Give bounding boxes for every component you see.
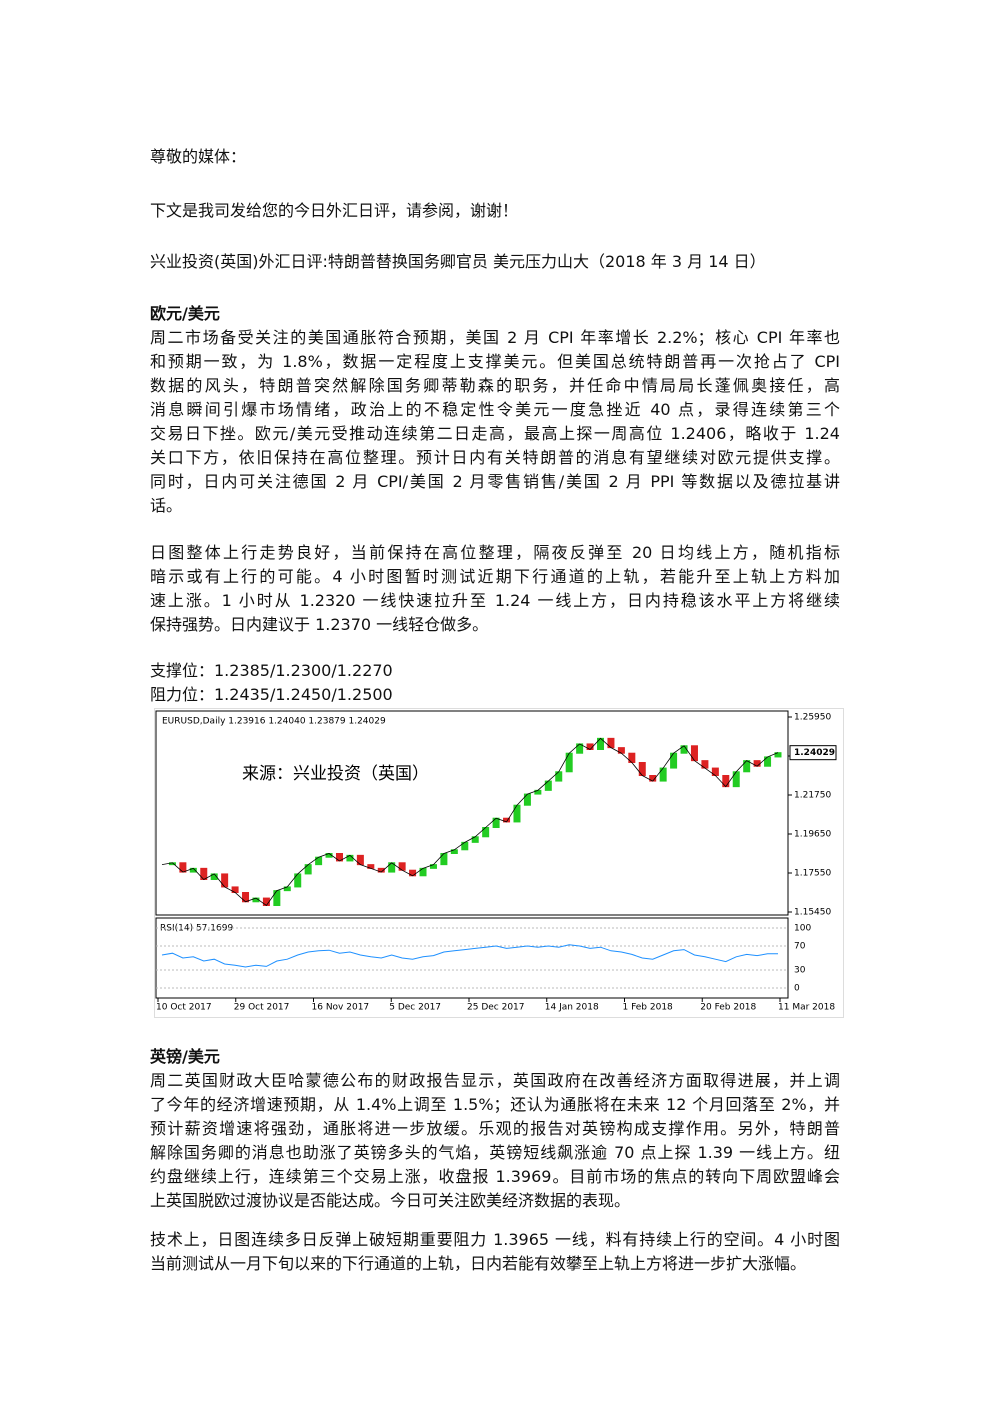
text-line: 兴业投资(英国)外汇日评:特朗普替换国务卿官员 美元压力山大（2018 年 3 … — [150, 252, 766, 271]
text-line: 速上涨。1 小时从 1.2320 一线快速拉升至 1.24 一线上方，日内持稳该… — [150, 591, 840, 610]
candle — [221, 873, 229, 888]
chart-frame — [154, 708, 844, 1018]
rsi-tick-label: 70 — [794, 942, 806, 952]
text-line: 解除国务卿的消息也助涨了英镑多头的气焰，英镑短线飙涨逾 70 点上探 1.39 … — [150, 1143, 840, 1162]
rsi-panel — [155, 917, 789, 999]
text-line: 上英国脱欧过渡协议是否能达成。今日可关注欧美经济数据的表现。 — [150, 1191, 631, 1210]
candle — [513, 804, 521, 823]
x-tick-label: 11 Mar 2018 — [778, 1003, 835, 1013]
text-line: 消息瞬间引爆市场情绪，政治上的不稳定性令美元一度急挫近 40 点，录得连续第三个 — [150, 400, 840, 419]
candle — [294, 873, 302, 888]
text-line: 数据的风头，特朗普突然解除国务卿蒂勒森的职务，并任命中情局局长蓬佩奥接任，高 — [150, 376, 840, 395]
candle — [670, 752, 678, 769]
text-line: 支撑位：1.2385/1.2300/1.2270 — [150, 661, 393, 680]
x-tick-label: 1 Feb 2018 — [623, 1003, 674, 1013]
candle — [732, 771, 740, 788]
text-line: 同时，日内可关注德国 2 月 CPI/美国 2 月零售销售/美国 2 月 PPI… — [150, 472, 840, 491]
x-tick-label: 29 Oct 2017 — [234, 1003, 290, 1013]
text-line: 交易日下挫。欧元/美元受推动连续第二日走高，最高上探一周高位 1.2406，略收… — [150, 424, 840, 443]
chart-header: EURUSD,Daily 1.23916 1.24040 1.23879 1.2… — [162, 717, 386, 727]
y-tick-label: 1.21750 — [794, 791, 831, 801]
text-line: 约盘继续上行，连续第三个交易上涨，收盘报 1.3969。目前市场的焦点的转向下周… — [150, 1167, 840, 1186]
candle — [659, 767, 667, 782]
y-tick-label: 1.17550 — [794, 869, 831, 879]
candle — [638, 762, 646, 776]
text-line: 暗示或有上行的可能。4 小时图暂时测试近期下行通道的上轨，若能升至上轨上方料加 — [150, 567, 840, 586]
text-line: 话。 — [150, 496, 183, 515]
text-line: 周二市场备受关注的美国通胀符合预期，美国 2 月 CPI 年率增长 2.2%；核… — [150, 328, 840, 347]
text-line: 和预期一致，为 1.8%，数据一定程度上支撑美元。但美国总统特朗普再一次抢占了 … — [150, 352, 840, 371]
text-line: 下文是我司发给您的今日外汇日评，请参阅，谢谢！ — [150, 201, 519, 220]
text-line: 当前测试从一月下旬以来的下行通道的上轨，日内若能有效攀至上轨上方将进一步扩大涨幅… — [150, 1254, 807, 1273]
candle — [273, 890, 281, 906]
watermark: 来源：兴业投资（英国） — [242, 764, 429, 784]
text-line: 尊敬的媒体： — [150, 147, 247, 166]
text-line: 欧元/美元 — [150, 304, 220, 323]
rsi-tick-label: 30 — [794, 966, 806, 976]
text-line: 预计薪资增速将强劲，通胀将进一步放缓。乐观的报告对英镑构成支撑作用。另外，特朗普 — [150, 1119, 840, 1138]
x-tick-label: 14 Jan 2018 — [545, 1003, 599, 1013]
text-line: 英镑/美元 — [150, 1047, 220, 1066]
x-tick-label: 16 Nov 2017 — [312, 1003, 370, 1013]
text-line: 技术上，日图连续多日反弹上破短期重要阻力 1.3965 一线，料有持续上行的空间… — [150, 1230, 840, 1249]
rsi-line — [161, 944, 779, 968]
text-line: 周二英国财政大臣哈蒙德公布的财政报告显示，英国政府在改善经济方面取得进展，并上调 — [150, 1071, 840, 1090]
current-price-label: 1.24029 — [794, 748, 835, 758]
x-tick-label: 25 Dec 2017 — [467, 1003, 525, 1013]
current-price-box — [789, 745, 837, 761]
rsi-tick-label: 0 — [794, 984, 800, 994]
x-tick-label: 10 Oct 2017 — [156, 1003, 212, 1013]
y-tick-label: 1.15450 — [794, 908, 831, 918]
text-line: 日图整体上行走势良好，当前保持在高位整理，隔夜反弹至 20 日均线上方，随机指标 — [150, 543, 840, 562]
close-line — [161, 737, 779, 907]
candle — [565, 752, 573, 773]
main-panel — [155, 710, 789, 916]
text-line: 阻力位：1.2435/1.2450/1.2500 — [150, 685, 393, 704]
y-tick-label: 1.25950 — [794, 713, 831, 723]
text-line: 了今年的经济增速预期，从 1.4%上调至 1.5%；还认为通胀将在未来 12 个… — [150, 1095, 840, 1114]
text-line: 保持强势。日内建议于 1.2370 一线轻仓做多。 — [150, 615, 489, 634]
candle — [690, 745, 698, 762]
x-tick-label: 20 Feb 2018 — [700, 1003, 756, 1013]
rsi-tick-label: 100 — [794, 924, 811, 934]
price-chart: EURUSD,Daily 1.23916 1.24040 1.23879 1.2… — [154, 708, 844, 1018]
x-tick-label: 5 Dec 2017 — [389, 1003, 441, 1013]
text-line: 关口下方，依旧保持在高位整理。预计日内有关特朗普的消息有望继续对欧元提供支撑。 — [150, 448, 840, 467]
y-tick-label: 1.19650 — [794, 830, 831, 840]
